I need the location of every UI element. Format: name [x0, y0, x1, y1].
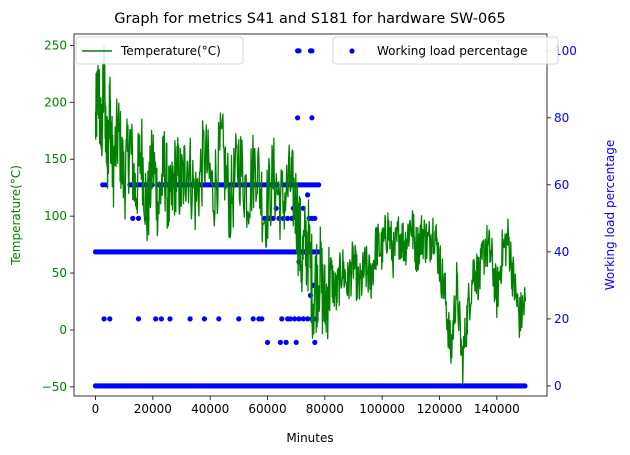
- load-point: [262, 215, 268, 221]
- load-point: [312, 215, 318, 221]
- x-tick-label: 120000: [417, 402, 463, 416]
- x-axis-label: Minutes: [286, 431, 333, 445]
- load-point: [158, 316, 164, 322]
- load-point: [300, 316, 306, 322]
- load-point: [312, 339, 318, 345]
- x-axis: 0 20000 40000 60000 80000 100000 120000 140000: [92, 396, 520, 416]
- load-point: [277, 339, 283, 345]
- load-point: [285, 215, 291, 221]
- load-point: [130, 215, 136, 221]
- load-point: [309, 48, 315, 54]
- left-y-tick-label: 200: [44, 95, 67, 109]
- left-y-tick-label: 150: [44, 152, 67, 166]
- left-y-tick-label: 100: [44, 209, 67, 223]
- x-tick-label: 20000: [134, 402, 172, 416]
- load-point: [259, 316, 265, 322]
- legend-load-swatch: [349, 48, 355, 54]
- plot-area: [92, 45, 528, 389]
- left-y-tick-label: 0: [59, 323, 67, 337]
- right-y-tick-label: 60: [554, 178, 569, 192]
- right-y-axis: 0 20 40 60 80 100: [547, 44, 577, 393]
- load-point: [167, 316, 173, 322]
- load-point: [296, 316, 302, 322]
- right-y-tick-label: 40: [554, 245, 569, 259]
- load-point: [295, 115, 301, 121]
- x-tick-label: 140000: [474, 402, 520, 416]
- load-point: [279, 316, 285, 322]
- legend-temperature-label: Temperature(°C): [120, 44, 221, 58]
- load-point: [522, 383, 528, 389]
- load-point: [305, 316, 311, 322]
- load-point: [236, 316, 242, 322]
- load-point: [135, 215, 142, 221]
- load-series: [92, 48, 528, 389]
- right-y-axis-label: Working load percentage: [603, 140, 617, 291]
- load-point: [283, 339, 289, 345]
- load-point: [296, 48, 302, 54]
- load-point: [250, 316, 256, 322]
- x-tick-label: 60000: [248, 402, 286, 416]
- load-point: [101, 316, 107, 322]
- load-point: [216, 316, 222, 322]
- load-point: [305, 192, 311, 198]
- x-tick-label: 0: [92, 402, 100, 416]
- x-tick-label: 100000: [359, 402, 405, 416]
- legend-load: Working load percentage: [332, 36, 559, 65]
- x-tick-label: 40000: [191, 402, 229, 416]
- temperature-line: [94, 45, 527, 385]
- plot-frame: [73, 33, 548, 397]
- right-y-tick-label: 100: [554, 44, 577, 58]
- legend-load-label: Working load percentage: [377, 44, 528, 58]
- right-y-tick-label: 0: [554, 379, 562, 393]
- legend-temperature-box: [75, 36, 244, 65]
- load-point: [293, 339, 299, 345]
- chart-title: Graph for metrics S41 and S181 for hardw…: [114, 11, 505, 27]
- load-point: [187, 316, 193, 322]
- x-tick-label: 80000: [306, 402, 344, 416]
- legend-temperature: Temperature(°C): [75, 36, 244, 65]
- load-point: [292, 316, 298, 322]
- load-point: [309, 115, 315, 121]
- load-point: [316, 182, 322, 188]
- right-y-tick-label: 80: [554, 111, 569, 125]
- right-y-tick-label: 20: [554, 312, 569, 326]
- load-point: [107, 316, 113, 322]
- load-point: [201, 316, 207, 322]
- left-y-tick-label: 50: [52, 266, 67, 280]
- load-point: [102, 182, 109, 188]
- load-point: [287, 316, 293, 322]
- legend-load-box: [332, 36, 559, 65]
- left-y-axis-label: Temperature(°C): [9, 165, 23, 266]
- left-y-tick-label: 250: [44, 38, 67, 52]
- left-y-axis: −50 0 50 100 150 200 250: [42, 38, 74, 394]
- load-point: [264, 339, 271, 345]
- left-y-tick-label: −50: [42, 380, 67, 394]
- load-point: [135, 316, 142, 322]
- load-point: [153, 316, 159, 322]
